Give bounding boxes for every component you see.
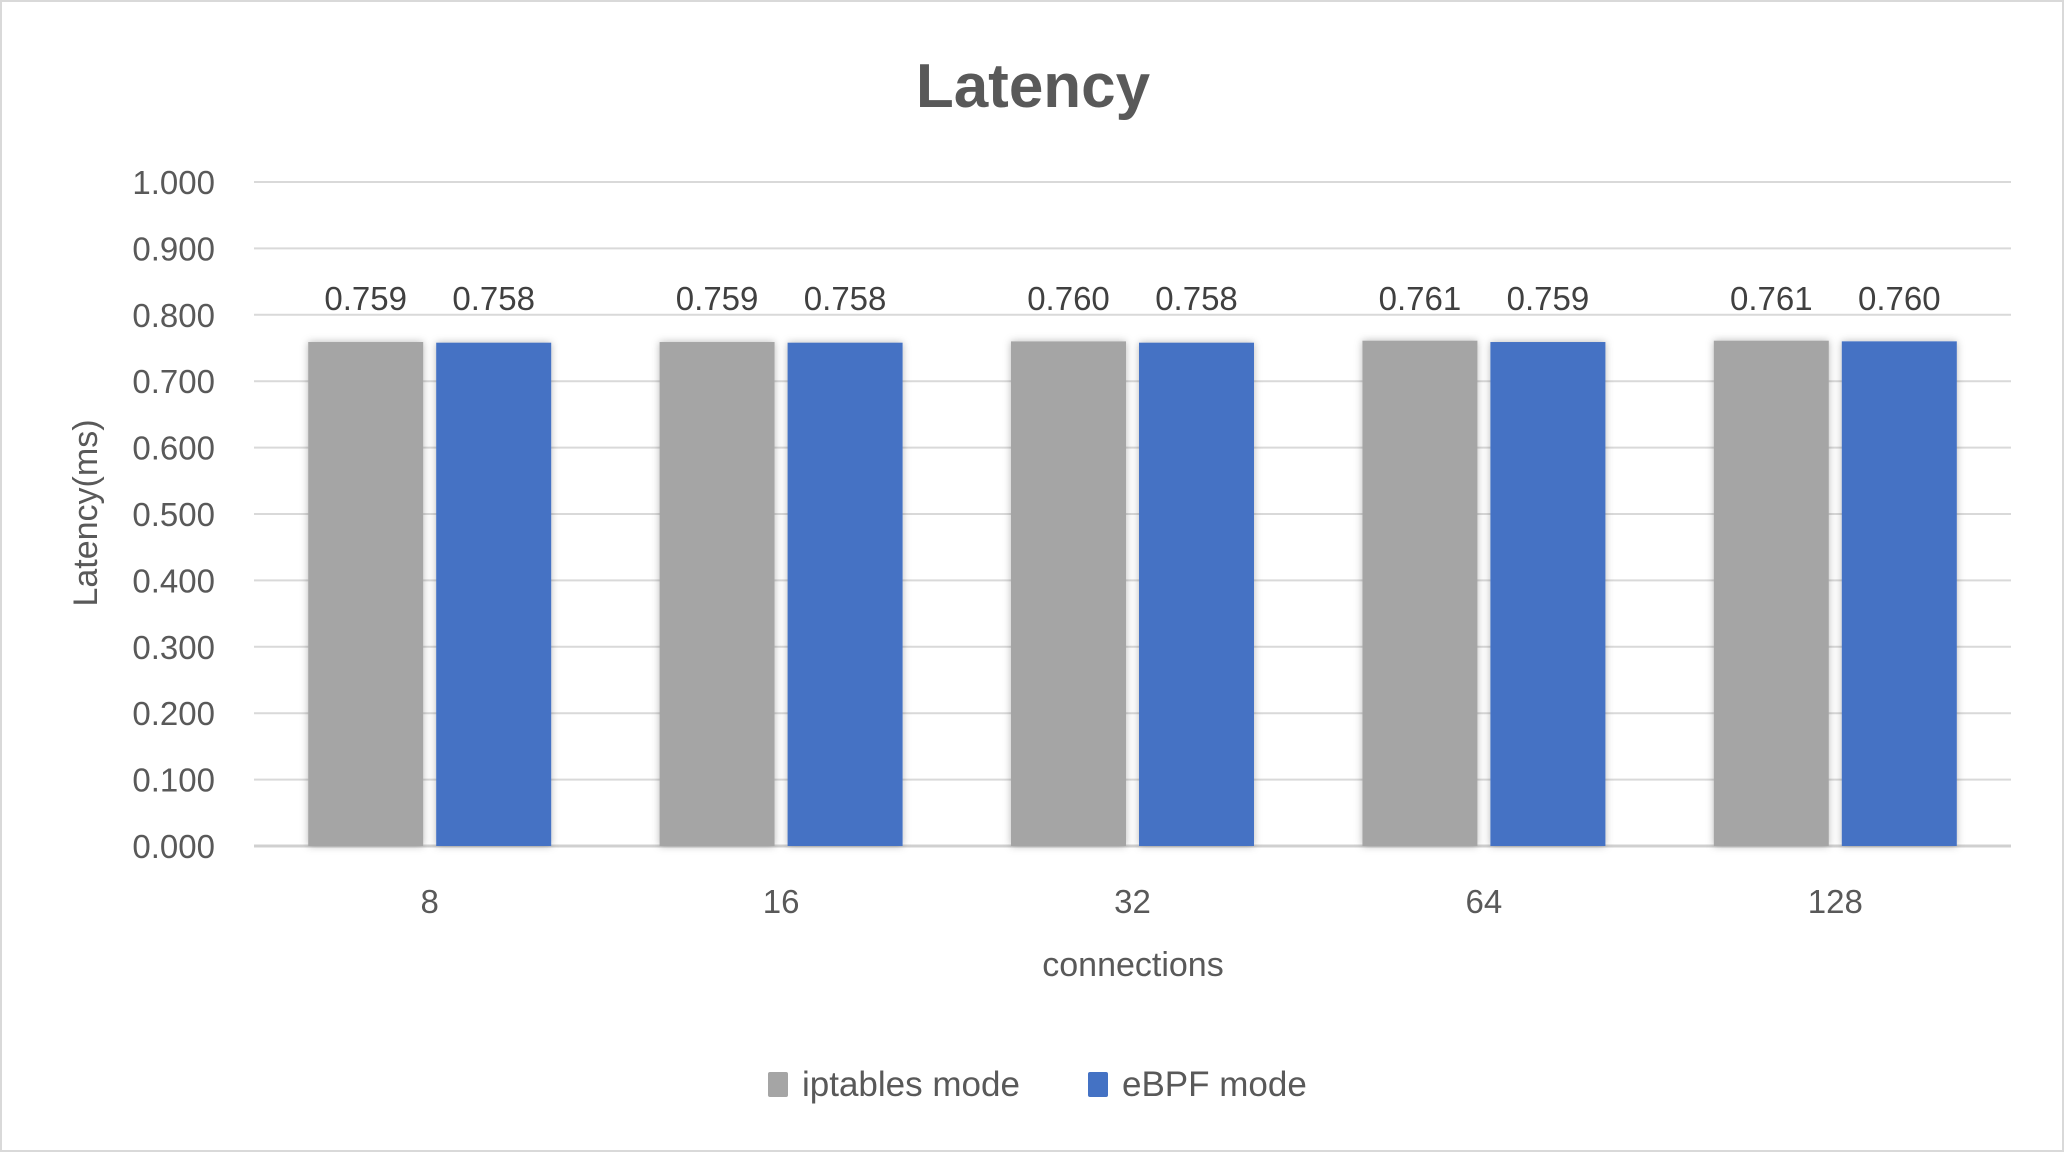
bar-ebpf (1490, 342, 1606, 846)
y-axis-title: Latency(ms) (67, 419, 105, 606)
legend-label-ebpf: eBPF mode (1122, 1065, 1307, 1104)
bar-ebpf (436, 342, 552, 846)
data-label: 0.759 (676, 280, 759, 317)
x-tick-label: 32 (1114, 883, 1151, 920)
y-tick-label: 0.000 (132, 828, 215, 865)
x-axis-ticks: 8 16 32 64 128 (421, 883, 1863, 920)
data-labels: 0.759 0.758 0.759 0.758 0.760 0.758 0.761 0.759… (324, 280, 1940, 317)
bar-iptables (659, 342, 775, 846)
x-tick-label: 16 (763, 883, 800, 920)
y-tick-label: 0.500 (132, 496, 215, 533)
y-tick-label: 1.000 (132, 164, 215, 201)
y-tick-label: 0.800 (132, 297, 215, 334)
legend-label-iptables: iptables mode (802, 1065, 1020, 1104)
data-label: 0.760 (1027, 280, 1110, 317)
data-label: 0.758 (804, 280, 887, 317)
bar-ebpf (787, 342, 903, 846)
data-label: 0.758 (1155, 280, 1238, 317)
data-label: 0.761 (1730, 280, 1813, 317)
y-axis-ticks: 0.000 0.100 0.200 0.300 0.400 0.500 0.600 0.700… (132, 164, 215, 865)
legend-swatch-ebpf (1088, 1072, 1108, 1097)
bar-iptables (308, 342, 424, 846)
bar-ebpf (1139, 342, 1254, 846)
bar-iptables (1011, 341, 1126, 846)
y-tick-label: 0.400 (132, 562, 215, 599)
data-label: 0.759 (324, 280, 407, 317)
data-label: 0.758 (452, 280, 535, 317)
y-tick-label: 0.900 (132, 230, 215, 267)
chart-title: Latency (916, 52, 1151, 121)
y-tick-label: 0.300 (132, 629, 215, 666)
x-tick-label: 8 (421, 883, 439, 920)
bars (308, 340, 1957, 846)
legend-swatch-iptables (768, 1072, 788, 1097)
x-tick-label: 64 (1466, 883, 1503, 920)
x-axis-title: connections (1042, 946, 1223, 984)
data-label: 0.759 (1507, 280, 1590, 317)
y-tick-label: 0.100 (132, 762, 215, 799)
legend: iptables mode eBPF mode (768, 1065, 1307, 1104)
y-tick-label: 0.200 (132, 695, 215, 732)
bar-ebpf (1841, 341, 1957, 846)
data-label: 0.761 (1379, 280, 1462, 317)
bar-iptables (1362, 340, 1478, 846)
data-label: 0.760 (1858, 280, 1941, 317)
y-tick-label: 0.600 (132, 430, 215, 467)
x-tick-label: 128 (1808, 883, 1863, 920)
y-tick-label: 0.700 (132, 363, 215, 400)
bar-iptables (1713, 340, 1829, 846)
